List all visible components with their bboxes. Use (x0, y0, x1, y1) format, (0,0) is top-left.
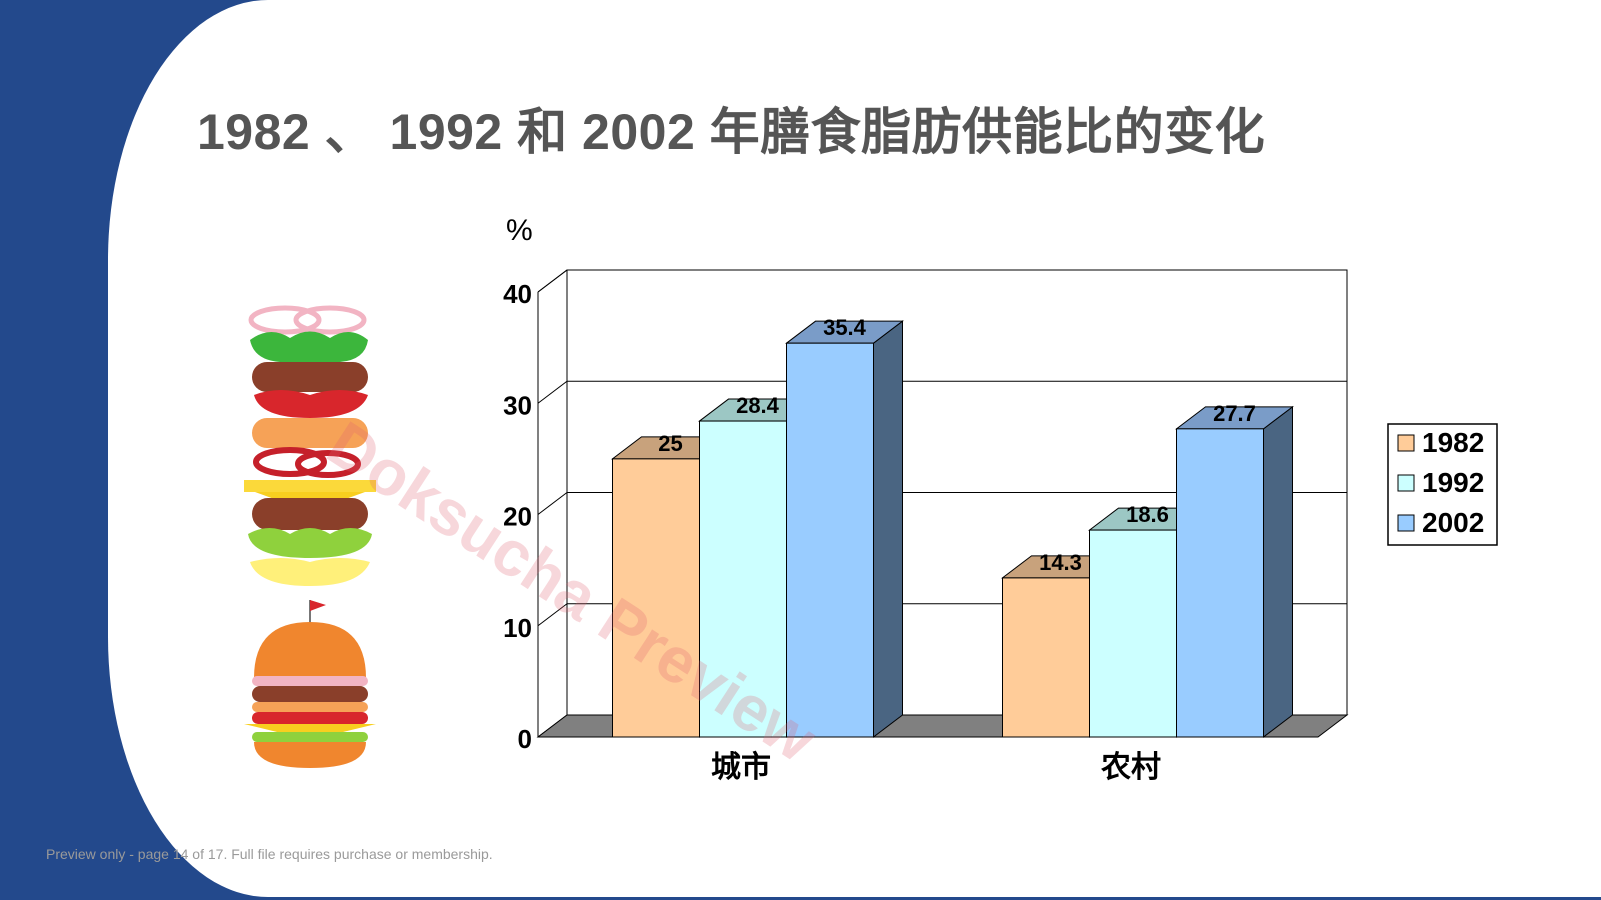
data-label: 27.7 (1213, 401, 1256, 426)
plot-area: 0 10 20 30 40 25 28.4 35.4 城市 14.3 18.6 27.7 农村 1982 1… (315, 269, 1498, 785)
bar-1992 (699, 420, 787, 738)
bar-side-2002 (873, 320, 903, 739)
bar-side-2002 (1263, 405, 1293, 739)
axis-corner (537, 269, 568, 293)
bar-2002 (1176, 428, 1264, 738)
bar-1992 (1089, 529, 1177, 738)
data-label: 28.4 (736, 393, 780, 418)
y-tick-label: 0 (518, 724, 532, 754)
slide-title: 1982 、 1992 和 2002 年膳食脂肪供能比的变化 (197, 104, 1266, 160)
legend-swatch-2002 (1397, 514, 1415, 532)
legend-swatch-1992 (1397, 474, 1415, 492)
bar-2002 (786, 342, 874, 738)
y-tick-label: 40 (503, 279, 532, 309)
y-axis-label: % (506, 214, 533, 247)
bar-1982 (612, 458, 700, 738)
x-category-label: 城市 (711, 750, 771, 785)
gridline-depth (537, 492, 568, 515)
y-tick-label: 30 (503, 390, 532, 420)
legend-label: 1982 (1422, 427, 1484, 458)
burger-illustration (244, 305, 376, 768)
legend-label: 1992 (1422, 467, 1484, 498)
data-label: 14.3 (1039, 550, 1082, 575)
y-tick-label: 20 (503, 502, 532, 532)
bar-1982 (1002, 577, 1090, 738)
footer-note: Preview only - page 14 of 17. Full file … (46, 846, 493, 862)
gridline-depth (537, 603, 568, 627)
data-label: 35.4 (823, 315, 867, 340)
data-label: 25 (658, 431, 682, 456)
x-category-label: 农村 (1100, 750, 1161, 785)
legend-swatch-1982 (1397, 434, 1415, 452)
gridline-depth (537, 380, 568, 404)
y-tick-label: 10 (503, 613, 532, 643)
legend-label: 2002 (1422, 507, 1484, 538)
data-label: 18.6 (1126, 502, 1169, 527)
